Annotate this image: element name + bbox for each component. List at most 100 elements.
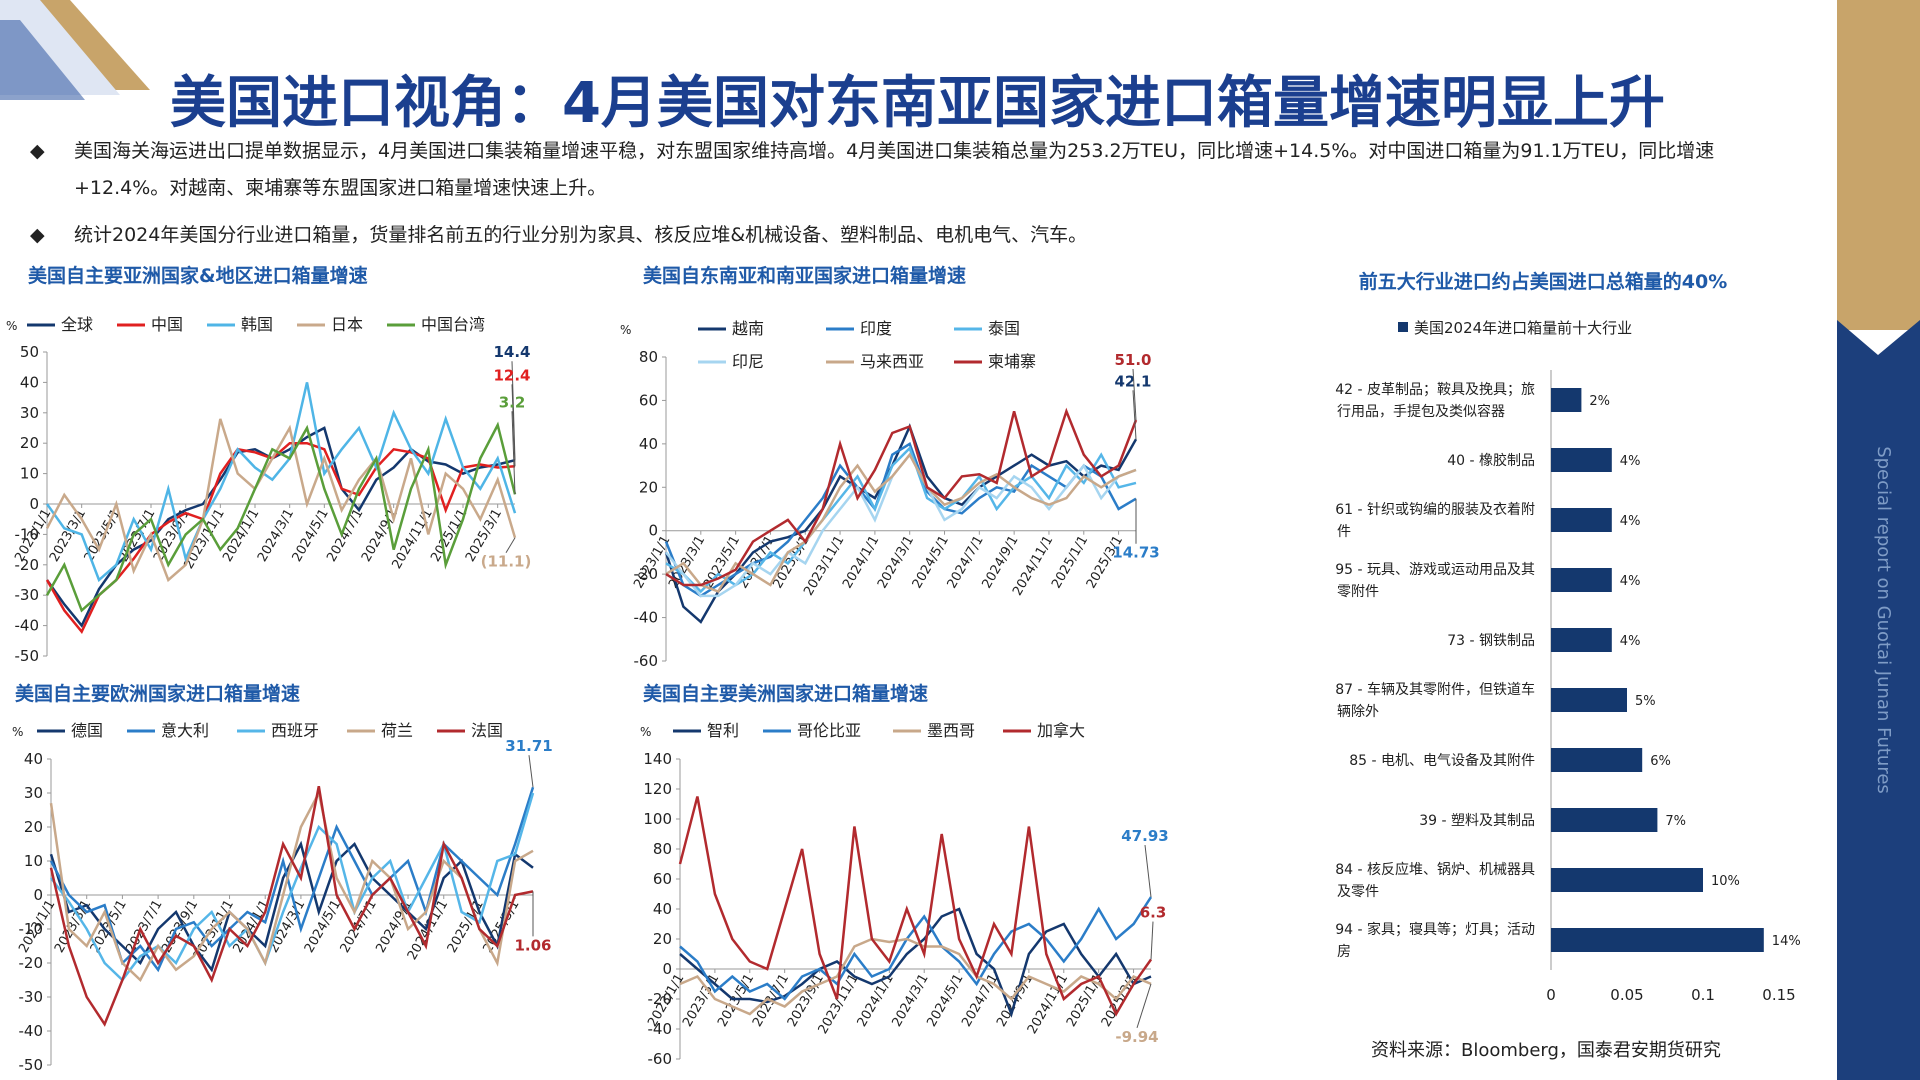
label-leader <box>1132 390 1137 440</box>
label-leader <box>1132 368 1137 421</box>
bar <box>1551 448 1612 472</box>
bullet: 美国海关海运进出口提单数据显示，4月美国进口集装箱量增速平稳，对东盟国家维持高增… <box>30 133 1804 207</box>
y-tick-label: -50 <box>15 647 40 665</box>
y-tick-label: 20 <box>24 818 43 836</box>
data-label: (11.1) <box>481 553 532 571</box>
legend-label: 越南 <box>732 319 764 338</box>
category-label: 73 - 钢铁制品 <box>1447 633 1535 649</box>
label-leader <box>528 755 534 788</box>
legend-label: 马来西亚 <box>860 352 924 371</box>
bar <box>1551 508 1612 532</box>
bar <box>1551 928 1764 952</box>
y-tick-label: 80 <box>639 348 658 366</box>
x-tick-label: 0.1 <box>1691 986 1715 1004</box>
data-label: 6.3 <box>1140 904 1167 922</box>
legend-label: 哥伦比亚 <box>797 721 861 740</box>
y-tick-label: 140 <box>643 750 672 768</box>
data-label: 14% <box>1772 934 1801 949</box>
bar <box>1551 748 1643 772</box>
side-navy <box>1837 320 1920 1080</box>
y-tick-label: 40 <box>20 373 39 391</box>
category-label: 40 - 橡胶制品 <box>1447 452 1535 469</box>
y-tick-label: 20 <box>653 930 672 948</box>
series-line <box>50 792 535 982</box>
unit-label: % <box>12 725 23 739</box>
y-tick-label: 0 <box>33 886 43 904</box>
label-leader <box>1136 983 1152 1029</box>
corner-deco-navy <box>0 20 85 100</box>
data-label: 2% <box>1589 394 1610 409</box>
legend-label: 泰国 <box>988 319 1020 338</box>
data-label: 31.71 <box>505 737 552 755</box>
unit-label: % <box>620 323 631 337</box>
y-tick-label: 40 <box>639 435 658 453</box>
category-label: 61 - 针织或钩编的服装及衣着附件 <box>1335 502 1535 540</box>
bar <box>1551 628 1612 652</box>
series-line <box>49 785 534 1027</box>
y-tick-label: 80 <box>653 840 672 858</box>
data-label: 1.06 <box>514 936 551 954</box>
category-label: 42 - 皮革制品；鞍具及挽具；旅行用品，手提包及类似容器 <box>1335 382 1535 420</box>
unit-label: % <box>640 725 651 739</box>
y-tick-label: 0 <box>662 960 672 978</box>
y-tick-label: -60 <box>634 652 659 670</box>
series-line <box>45 421 517 613</box>
y-tick-label: 40 <box>24 750 43 768</box>
bullet: 统计2024年美国分行业进口箱量，货量排名前五的行业分别为家具、核反应堆&机械设… <box>30 217 1804 254</box>
data-label: 4% <box>1620 574 1641 589</box>
bar <box>1551 688 1627 712</box>
chart-title: 美国自主要欧洲国家进口箱量增速 <box>15 682 300 705</box>
y-tick-label: 20 <box>639 478 658 496</box>
y-tick-label: 30 <box>20 404 39 422</box>
y-tick-label: 30 <box>24 784 43 802</box>
legend-label: 加拿大 <box>1037 721 1085 740</box>
y-tick-label: 100 <box>643 810 672 828</box>
series-line <box>679 937 1152 1016</box>
data-label: 14.73 <box>1112 544 1159 562</box>
y-tick-label: 40 <box>653 900 672 918</box>
data-label: 3.2 <box>499 393 526 411</box>
y-tick-label: -30 <box>15 586 40 604</box>
x-tick-label: 0.05 <box>1610 986 1643 1004</box>
y-tick-label: -30 <box>19 988 44 1006</box>
series-line <box>679 896 1153 1001</box>
unit-label: % <box>6 319 17 333</box>
data-label: 47.93 <box>1121 827 1168 845</box>
y-tick-label: -20 <box>634 565 659 583</box>
legend-swatch <box>1398 322 1408 332</box>
chart-title: 前五大行业进口约占美国进口总箱量的40% <box>1359 270 1727 293</box>
series-line <box>678 796 1153 1017</box>
category-label: 87 - 车辆及其零附件，但铁道车辆除外 <box>1335 681 1535 720</box>
bar <box>1551 808 1658 832</box>
data-label: 42.1 <box>1114 372 1151 390</box>
y-tick-label: 60 <box>639 391 658 409</box>
source: 资料来源：Bloomberg，国泰君安期货研究 <box>1371 1040 1721 1061</box>
legend-label: 德国 <box>71 721 103 740</box>
series-line <box>49 789 534 983</box>
legend-label: 印度 <box>860 319 892 338</box>
y-tick-label: 50 <box>20 343 39 361</box>
legend-label: 韩国 <box>241 315 273 334</box>
y-tick-label: -10 <box>15 525 40 543</box>
data-label: 4% <box>1620 634 1641 649</box>
slide-title: 美国进口视角：4月美国对东南亚国家进口箱量增速明显上升 <box>170 71 1665 136</box>
bar <box>1551 568 1612 592</box>
y-tick-label: 10 <box>24 852 43 870</box>
category-label: 94 - 家具；寝具等；灯具；活动房 <box>1335 921 1535 960</box>
label-leader <box>511 411 516 495</box>
data-label: 4% <box>1620 514 1641 529</box>
series-line <box>679 907 1152 1018</box>
side-text: Special report on Guotai Junan Futures <box>1873 446 1894 794</box>
data-label: -9.94 <box>1115 1028 1158 1046</box>
series-line <box>665 452 1137 594</box>
y-tick-label: -50 <box>19 1056 44 1074</box>
legend-label: 墨西哥 <box>927 721 975 740</box>
y-tick-label: -20 <box>19 954 44 972</box>
label-leader <box>1150 921 1154 960</box>
y-tick-label: -40 <box>15 617 40 635</box>
y-tick-label: -40 <box>634 609 659 627</box>
legend-label: 柬埔寨 <box>988 352 1036 371</box>
category-label: 85 - 电机、电气设备及其附件 <box>1349 752 1535 769</box>
data-label: 51.0 <box>1114 351 1151 369</box>
legend-label: 意大利 <box>161 721 209 740</box>
